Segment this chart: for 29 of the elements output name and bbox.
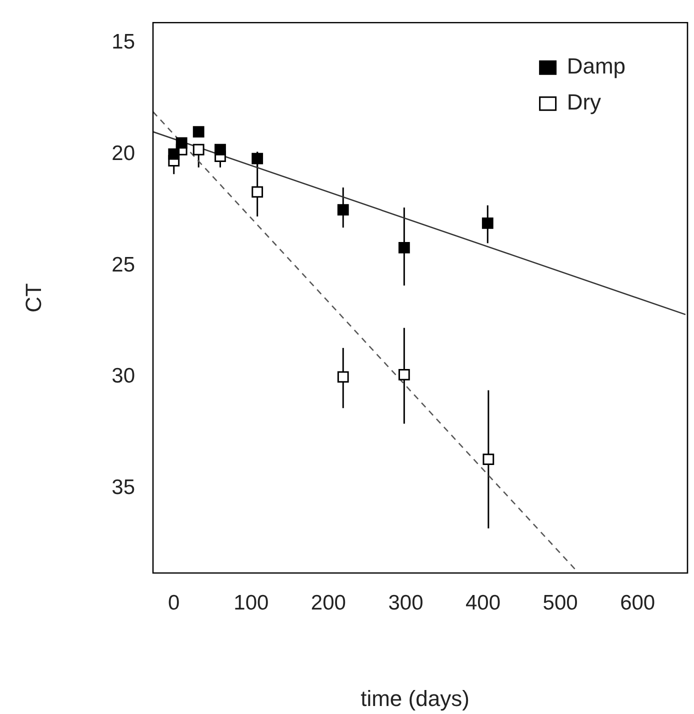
point [337, 371, 349, 383]
x-tick-label: 400 [465, 591, 501, 614]
point [252, 152, 264, 164]
point [482, 454, 494, 466]
y-tick-label: 25 [112, 253, 135, 276]
y-tick-label: 35 [112, 476, 135, 500]
point [252, 186, 264, 198]
point [337, 204, 349, 216]
point [168, 148, 180, 160]
x-tick-label: 100 [234, 591, 269, 614]
y-tick-label: 30 [112, 364, 135, 388]
point [192, 126, 204, 138]
point [176, 137, 188, 149]
x-tick-label: 200 [310, 591, 346, 614]
point [214, 144, 226, 156]
point [398, 242, 410, 254]
x-tick-label: 500 [542, 591, 578, 614]
x-tick-label: 300 [388, 591, 424, 614]
y-tick-label: 20 [112, 142, 135, 165]
x-tick-label: 600 [620, 591, 656, 614]
point [398, 368, 410, 380]
point [192, 144, 204, 156]
legend-label: Damp [566, 54, 626, 79]
point [482, 217, 494, 229]
y-tick-label: 15 [112, 30, 135, 54]
y-axis-title: CT [21, 283, 46, 312]
x-tick-label: 0 [168, 591, 180, 614]
legend-label: Dry [566, 90, 602, 115]
x-axis-title: time (days) [360, 686, 470, 712]
